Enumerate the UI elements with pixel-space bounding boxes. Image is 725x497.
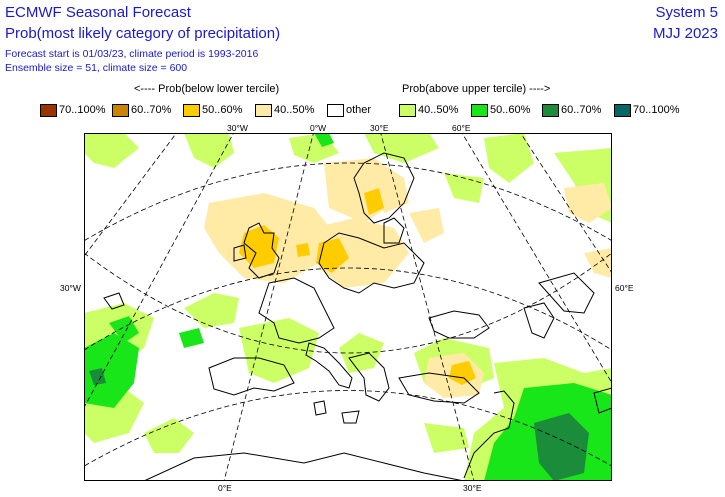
coastlines (103, 152, 612, 481)
period-label: MJJ 2023 (652, 25, 718, 42)
legend-label: 50..60% (202, 104, 243, 116)
above-60-70-regions (89, 368, 589, 481)
lon-label-30w-left: 30°W (60, 283, 81, 293)
legend-swatch (327, 103, 344, 117)
legend-label: 40..50% (274, 104, 315, 116)
forecast-info: Forecast start is 01/03/23, climate peri… (5, 48, 259, 60)
legend-swatch (471, 103, 488, 117)
legend-item-below-60-70: 60..70% (112, 102, 171, 118)
legend-swatch (542, 103, 559, 117)
legend-item-below-40-50: 40..50% (255, 102, 314, 118)
graticule (84, 133, 612, 481)
legend-label: 60..70% (131, 104, 172, 116)
legend-item-above-50-60: 50..60% (471, 102, 530, 118)
legend-swatch (614, 103, 631, 117)
map-frame (84, 133, 612, 481)
page-title: ECMWF Seasonal Forecast (5, 4, 191, 21)
legend-item-other: other (327, 102, 371, 118)
lon-label-60e-right: 60°E (615, 283, 634, 293)
legend-label: 70..100% (59, 104, 106, 116)
legend-label: 40..50% (418, 104, 459, 116)
page-subtitle: Prob(most likely category of precipitati… (5, 25, 281, 42)
legend-label: 60..70% (561, 104, 602, 116)
lon-label-30w-top: 30°W (227, 123, 248, 133)
legend-item-above-60-70: 60..70% (542, 102, 601, 118)
legend-swatch (399, 103, 416, 117)
legend-swatch (40, 103, 57, 117)
legend-label: 50..60% (490, 104, 531, 116)
system-label: System 5 (655, 4, 718, 21)
legend-label: other (346, 104, 372, 116)
legend-item-above-70-100: 70..100% (614, 102, 679, 118)
legend-item-below-50-60: 50..60% (183, 102, 242, 118)
lon-label-0w-top: 0°W (310, 123, 327, 133)
below-50-60-regions (239, 188, 476, 385)
ensemble-info: Ensemble size = 51, climate size = 600 (5, 62, 188, 74)
legend-swatch (255, 103, 272, 117)
legend-swatch (112, 103, 129, 117)
lon-label-60e-top: 60°E (452, 123, 471, 133)
legend-below-header: <---- Prob(below lower tercile) (134, 83, 280, 95)
probability-map (84, 133, 612, 481)
legend-label: 70..100% (633, 104, 680, 116)
legend-above-header: Prob(above upper tercile) ----> (402, 83, 551, 95)
legend-item-below-70-100: 70..100% (40, 102, 105, 118)
lon-label-30e-bottom: 30°E (463, 483, 482, 493)
legend-swatch (183, 103, 200, 117)
lon-label-0e-bottom: 0°E (218, 483, 232, 493)
legend-item-above-40-50: 40..50% (399, 102, 458, 118)
lon-label-30e-top: 30°E (370, 123, 389, 133)
